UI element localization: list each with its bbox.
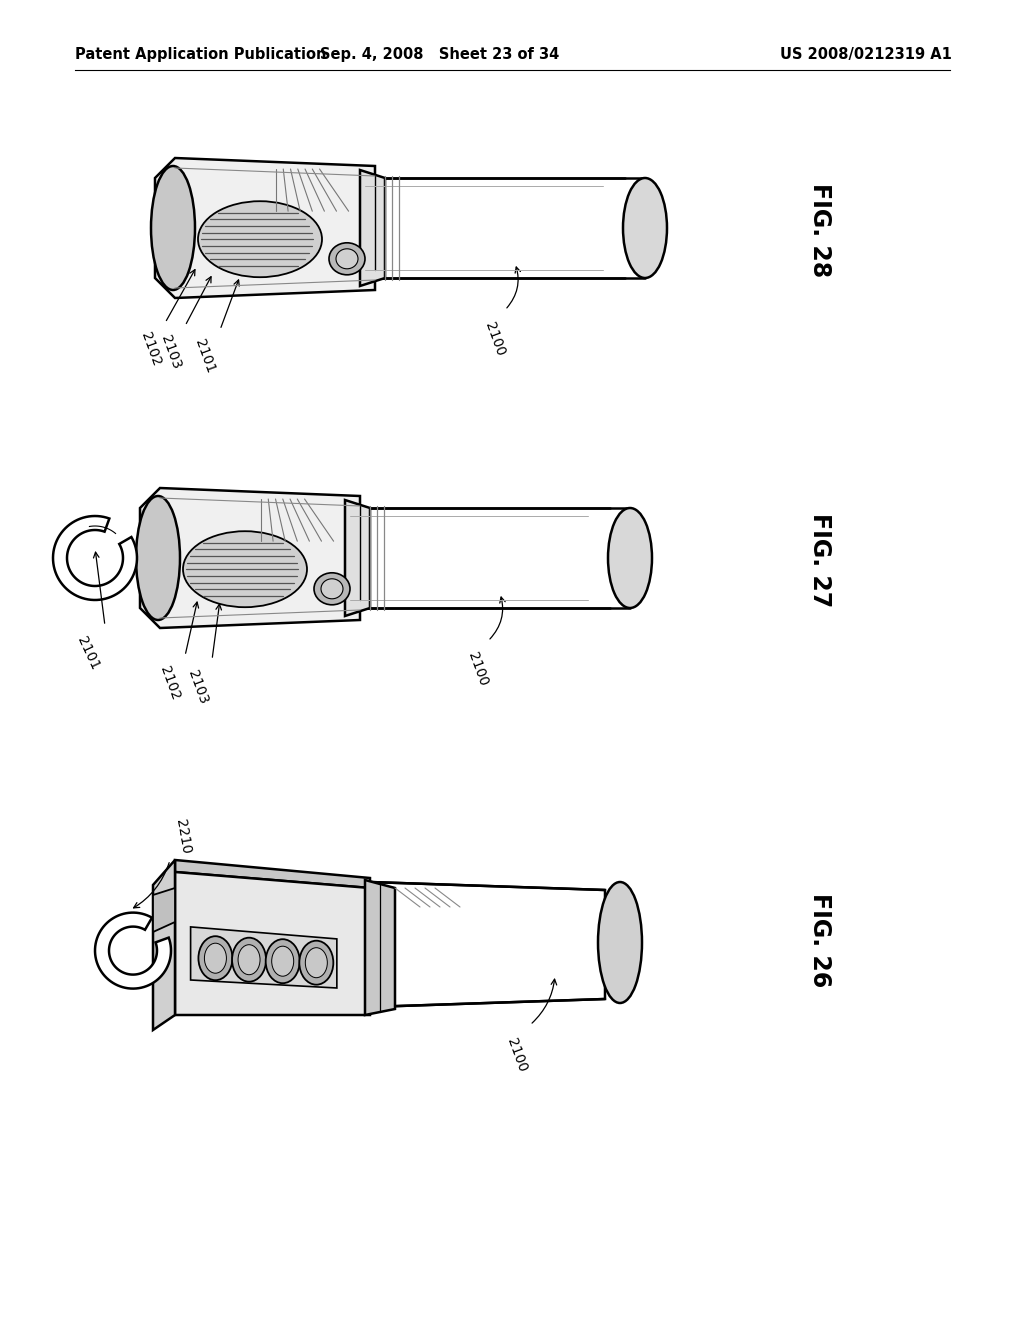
Text: FIG. 28: FIG. 28	[808, 183, 831, 277]
Ellipse shape	[271, 946, 294, 977]
Ellipse shape	[136, 496, 180, 620]
Ellipse shape	[199, 936, 232, 981]
Ellipse shape	[305, 948, 328, 978]
Polygon shape	[360, 170, 385, 286]
Polygon shape	[175, 873, 370, 1015]
Polygon shape	[95, 912, 171, 989]
Polygon shape	[365, 880, 395, 1015]
Ellipse shape	[205, 944, 226, 973]
Ellipse shape	[336, 248, 358, 269]
Ellipse shape	[321, 578, 343, 599]
Text: Sep. 4, 2008   Sheet 23 of 34: Sep. 4, 2008 Sheet 23 of 34	[321, 48, 560, 62]
Ellipse shape	[183, 531, 307, 607]
Ellipse shape	[299, 941, 334, 985]
Text: 2210: 2210	[173, 818, 193, 855]
Text: 2103: 2103	[184, 668, 210, 706]
Ellipse shape	[608, 508, 652, 609]
Polygon shape	[153, 861, 175, 1030]
Ellipse shape	[314, 573, 350, 605]
Polygon shape	[370, 882, 605, 1007]
Text: 2101: 2101	[191, 337, 217, 375]
Ellipse shape	[329, 243, 365, 275]
Polygon shape	[350, 508, 630, 609]
Ellipse shape	[265, 940, 300, 983]
Text: 2100: 2100	[466, 649, 490, 688]
Ellipse shape	[232, 937, 266, 982]
Text: 2101: 2101	[75, 634, 102, 672]
Ellipse shape	[598, 882, 642, 1003]
Polygon shape	[345, 500, 370, 616]
Text: 2103: 2103	[158, 333, 183, 371]
Ellipse shape	[238, 945, 260, 974]
Polygon shape	[53, 516, 137, 601]
Text: FIG. 27: FIG. 27	[808, 513, 831, 607]
Polygon shape	[175, 861, 370, 888]
Ellipse shape	[151, 166, 195, 290]
Polygon shape	[155, 158, 375, 298]
Polygon shape	[365, 178, 645, 279]
Text: 2100: 2100	[505, 1036, 529, 1073]
Text: 2102: 2102	[157, 664, 182, 702]
Text: Patent Application Publication: Patent Application Publication	[75, 48, 327, 62]
Polygon shape	[153, 888, 175, 932]
Text: US 2008/0212319 A1: US 2008/0212319 A1	[780, 48, 952, 62]
Polygon shape	[140, 488, 360, 628]
Text: 2102: 2102	[138, 330, 163, 368]
Polygon shape	[190, 927, 337, 987]
Text: 2100: 2100	[482, 319, 508, 358]
Text: FIG. 26: FIG. 26	[808, 892, 831, 987]
Ellipse shape	[198, 201, 322, 277]
Ellipse shape	[623, 178, 667, 279]
